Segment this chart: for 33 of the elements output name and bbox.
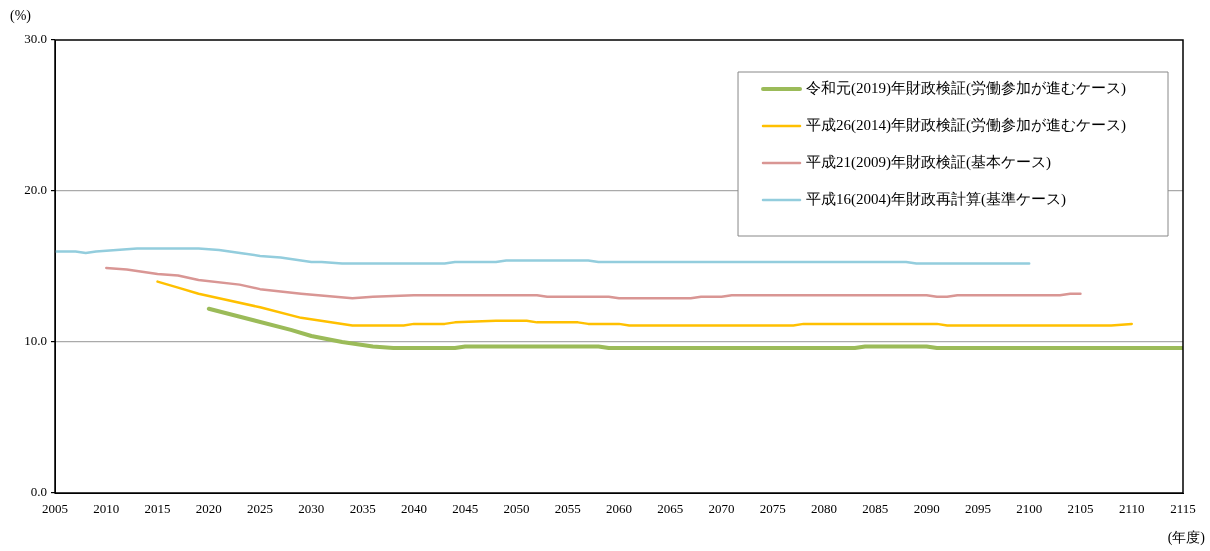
x-tick-label: 2075 [759,501,786,517]
x-tick-label: 2010 [93,501,120,517]
x-tick-label: 2080 [811,501,838,517]
x-tick-label: 2025 [247,501,274,517]
x-tick-label: 2020 [195,501,222,517]
x-tick-label: 2015 [144,501,171,517]
x-tick-label: 2005 [42,501,68,517]
x-tick-label: 2115 [1170,501,1196,517]
y-axis-title: (%) [10,7,32,24]
x-tick-label: 2045 [452,501,479,517]
legend-label: 平成16(2004)年財政再計算(基準ケース) [806,190,1066,208]
x-axis-title: (年度) [1167,529,1206,546]
legend-label: 令和元(2019)年財政検証(労働参加が進むケース) [806,79,1126,97]
x-tick-label: 2100 [1016,501,1043,517]
x-tick-label: 2035 [349,501,376,517]
x-tick-label: 2055 [554,501,581,517]
x-tick-label: 2090 [913,501,940,517]
y-tick-label: 30.0 [24,31,47,47]
x-tick-label: 2050 [503,501,530,517]
x-tick-label: 2030 [298,501,325,517]
x-tick-label: 2065 [657,501,684,517]
legend-label: 平成26(2014)年財政検証(労働参加が進むケース) [806,116,1126,134]
y-tick-label: 10.0 [24,333,47,349]
x-tick-label: 2105 [1067,501,1094,517]
x-tick-label: 2060 [606,501,632,517]
x-tick-label: 2070 [708,501,735,517]
x-tick-label: 2085 [862,501,889,517]
y-tick-label: 20.0 [24,182,47,198]
x-tick-label: 2040 [400,501,427,517]
x-tick-label: 2110 [1118,501,1145,517]
legend-label: 平成21(2009)年財政検証(基本ケース) [806,153,1051,171]
y-tick-label: 0.0 [30,484,47,500]
x-tick-label: 2095 [964,501,991,517]
